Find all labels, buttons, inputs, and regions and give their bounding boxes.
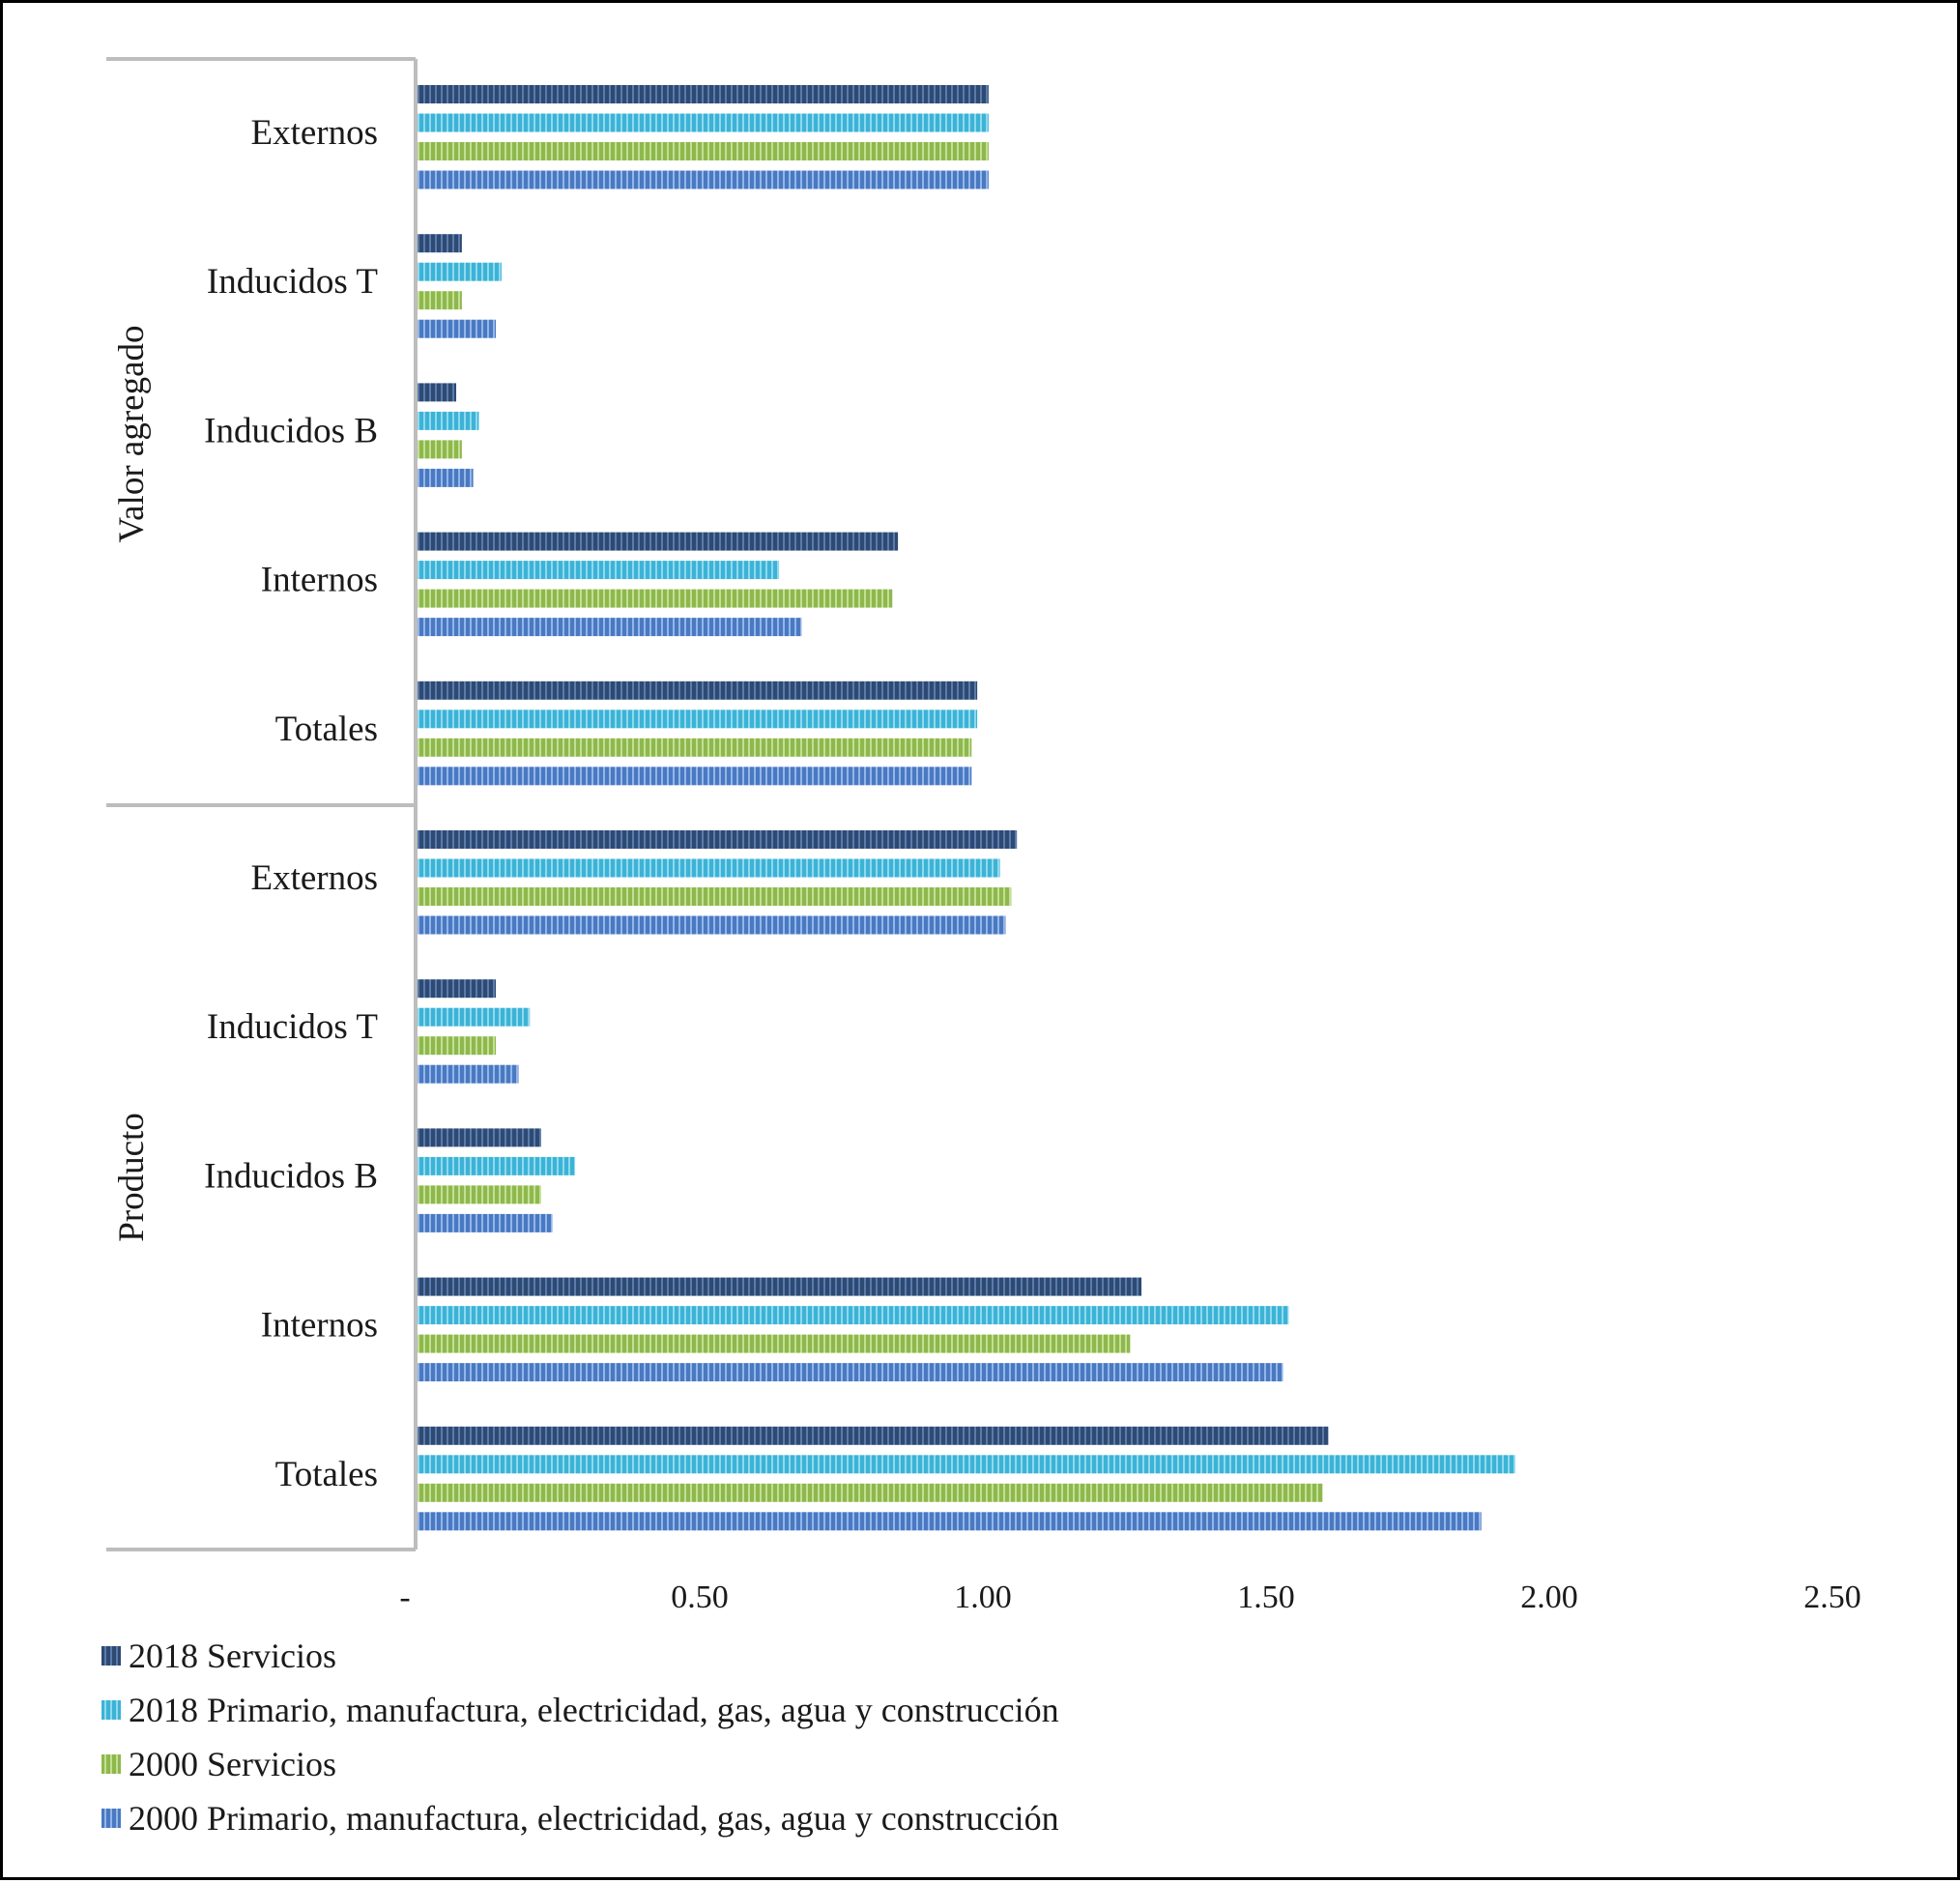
bar-producto-internos-series-1 [417, 1277, 1142, 1296]
labels-layer: Externos Inducidos T Inducidos B Internos To… [112, 113, 378, 1494]
bar-producto-externos-series-1 [417, 830, 1018, 849]
bar-producto-internos-series-4 [417, 1363, 1283, 1382]
x-tick-label: - [399, 1579, 410, 1615]
bar-producto-inducidos-b-series-2 [417, 1156, 576, 1175]
bar-valor-agregado-totales-series-2 [417, 710, 978, 729]
bar-valor-agregado-internos-series-3 [417, 589, 893, 608]
x-tick-label: 2.00 [1520, 1579, 1578, 1615]
bar-valor-agregado-inducidos-t-series-4 [417, 319, 497, 338]
x-axis-ticks: - 0.50 1.00 1.50 2.00 2.50 [399, 1579, 1860, 1615]
bar-valor-agregado-inducidos-t-series-3 [417, 291, 462, 310]
bar-producto-totales-series-2 [417, 1455, 1515, 1474]
legend-label-series-4: 2000 Primario, manufactura, electricidad… [129, 1799, 1059, 1838]
category-label-valor-agregado-inducidos-b: Inducidos B [204, 411, 378, 450]
legend-label-series-1: 2018 Servicios [129, 1637, 336, 1675]
bar-producto-inducidos-b-series-4 [417, 1213, 553, 1232]
bar-valor-agregado-internos-series-4 [417, 618, 802, 637]
category-label-valor-agregado-internos: Internos [261, 561, 378, 600]
bar-valor-agregado-externos-series-4 [417, 170, 989, 189]
legend-swatch-series-3 [101, 1754, 121, 1774]
legend: 2018 Servicios 2018 Primario, manufactura… [101, 1637, 1059, 1838]
bar-valor-agregado-externos-series-2 [417, 113, 989, 132]
category-label-valor-agregado-externos: Externos [250, 113, 378, 153]
category-label-valor-agregado-inducidos-t: Inducidos T [207, 262, 378, 302]
category-label-producto-externos: Externos [250, 858, 378, 898]
bar-producto-inducidos-t-series-1 [417, 979, 497, 999]
bar-producto-totales-series-1 [417, 1426, 1329, 1445]
x-tick-label: 2.50 [1803, 1579, 1861, 1615]
bar-valor-agregado-externos-series-3 [417, 142, 989, 160]
category-label-valor-agregado-totales: Totales [275, 710, 378, 749]
x-tick-label: 0.50 [671, 1579, 729, 1615]
bar-producto-inducidos-t-series-4 [417, 1064, 519, 1084]
category-label-producto-totales: Totales [275, 1455, 378, 1494]
bar-producto-inducidos-t-series-2 [417, 1007, 531, 1027]
bar-producto-externos-series-3 [417, 887, 1012, 906]
bar-producto-internos-series-2 [417, 1306, 1289, 1325]
bar-producto-inducidos-t-series-3 [417, 1036, 497, 1056]
bar-chart: Externos Inducidos T Inducidos B Internos To… [101, 57, 1861, 1838]
bar-valor-agregado-inducidos-b-series-3 [417, 440, 462, 459]
category-label-producto-internos: Internos [261, 1306, 378, 1346]
bar-valor-agregado-inducidos-t-series-1 [417, 234, 462, 253]
group-label-valor-agregado: Valor agregado [112, 326, 152, 543]
legend-swatch-series-1 [101, 1646, 121, 1666]
bar-producto-totales-series-3 [417, 1483, 1323, 1502]
bar-producto-totales-series-4 [417, 1512, 1482, 1531]
bar-valor-agregado-totales-series-4 [417, 767, 972, 786]
bar-valor-agregado-externos-series-1 [417, 85, 989, 103]
axis-layer [106, 57, 418, 1551]
bars-layer [417, 85, 1515, 1531]
bar-producto-externos-series-4 [417, 915, 1006, 935]
bar-producto-externos-series-2 [417, 858, 1000, 878]
bar-valor-agregado-inducidos-b-series-4 [417, 468, 474, 487]
category-label-producto-inducidos-t: Inducidos T [207, 1007, 378, 1047]
bar-valor-agregado-totales-series-3 [417, 738, 972, 757]
x-tick-label: 1.50 [1237, 1579, 1295, 1615]
bar-valor-agregado-inducidos-b-series-1 [417, 383, 457, 402]
bar-producto-inducidos-b-series-1 [417, 1128, 541, 1147]
category-label-producto-inducidos-b: Inducidos B [204, 1156, 378, 1196]
bar-valor-agregado-inducidos-t-series-2 [417, 262, 502, 281]
group-label-producto: Producto [112, 1113, 152, 1242]
bar-producto-inducidos-b-series-3 [417, 1185, 541, 1204]
bar-producto-internos-series-3 [417, 1334, 1131, 1353]
legend-swatch-series-2 [101, 1700, 121, 1720]
bar-valor-agregado-inducidos-b-series-2 [417, 411, 479, 430]
legend-label-series-3: 2000 Servicios [129, 1745, 336, 1783]
bar-valor-agregado-totales-series-1 [417, 681, 978, 700]
x-tick-label: 1.00 [954, 1579, 1012, 1615]
bar-valor-agregado-internos-series-2 [417, 561, 780, 580]
bar-valor-agregado-internos-series-1 [417, 532, 899, 551]
legend-label-series-2: 2018 Primario, manufactura, electricidad… [129, 1691, 1059, 1729]
legend-swatch-series-4 [101, 1809, 121, 1828]
